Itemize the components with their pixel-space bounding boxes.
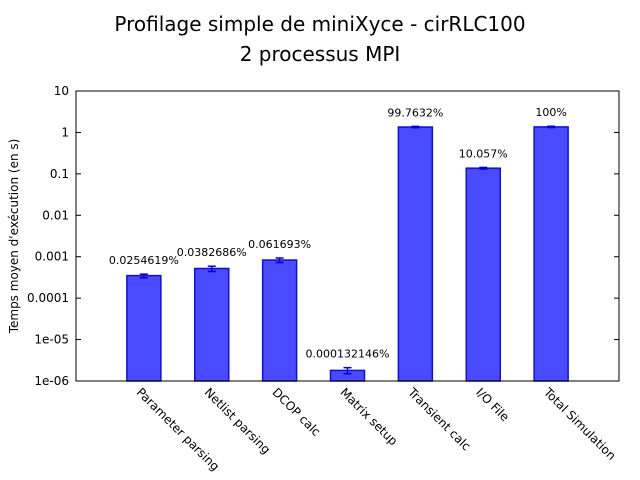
bar xyxy=(397,126,434,382)
y-tick-label: 0.1 xyxy=(50,167,69,181)
data-label: 0.061693% xyxy=(248,238,311,251)
x-tick-label: Transient calc xyxy=(405,385,474,454)
data-label: 0.0382686% xyxy=(177,246,247,259)
y-tick-label: 0.01 xyxy=(42,208,69,222)
y-tick-label: 10 xyxy=(54,84,69,98)
data-label: 99.7632% xyxy=(387,106,443,119)
y-tick-label: 1 xyxy=(61,125,69,139)
bars xyxy=(126,126,569,382)
bar xyxy=(126,274,162,382)
x-tick-label: I/O File xyxy=(473,385,512,424)
bar xyxy=(533,126,569,382)
error-bars xyxy=(139,125,556,375)
y-tick-label: 1e-06 xyxy=(34,374,69,388)
data-label: 100% xyxy=(535,106,566,119)
bar xyxy=(194,267,230,382)
y-tick-label: 0.0001 xyxy=(27,291,69,305)
data-label: 10.057% xyxy=(459,147,508,160)
data-label: 0.0254619% xyxy=(109,254,179,267)
x-tick-label: Netlist parsing xyxy=(202,385,274,457)
data-labels: 0.0254619%0.0382686%0.061693% 0.000132146… xyxy=(109,106,567,360)
y-axis-label: Temps moyen d'exécution (en s) xyxy=(7,139,21,335)
x-tick-label: Total Simulation xyxy=(540,385,618,463)
bar xyxy=(465,167,501,382)
y-axis-ticks: 1e-06 1e-05 0.0001 0.001 0.01 0.1 1 10 xyxy=(27,84,619,388)
data-label: 0.000132146% xyxy=(306,348,390,361)
x-tick-label: Matrix setup xyxy=(337,385,400,448)
y-tick-label: 1e-05 xyxy=(34,333,69,347)
plot-area-frame xyxy=(75,90,620,382)
y-tick-label: 0.001 xyxy=(35,250,69,264)
chart-subtitle: 2 processus MPI xyxy=(239,42,401,66)
x-tick-label: DCOP calc xyxy=(270,385,324,439)
chart-title: Profilage simple de miniXyce - cirRLC100 xyxy=(114,12,526,36)
bar xyxy=(261,259,298,382)
